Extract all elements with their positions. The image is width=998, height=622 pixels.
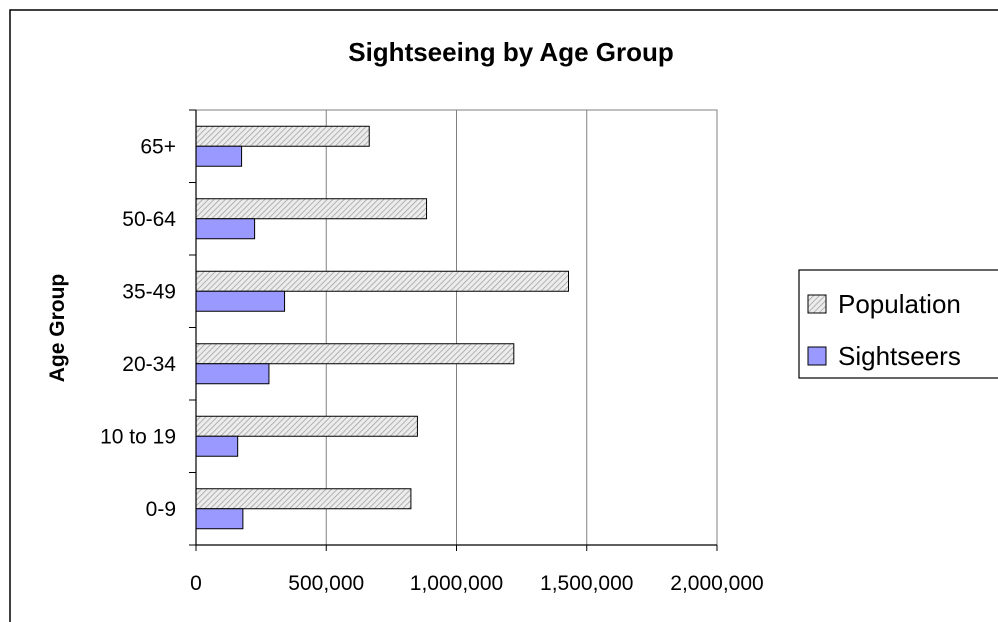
bar-population-50-64 (195, 198, 428, 220)
category-label: 0-9 (146, 498, 176, 521)
bar-population-65plus (195, 125, 370, 147)
legend-swatch-sightseers (807, 346, 827, 366)
bars (195, 125, 570, 530)
x-tick-label: 500,000 (288, 572, 364, 595)
x-tick-label: 0 (190, 572, 202, 595)
x-tick-label: 2,000,000 (670, 572, 763, 595)
bar-population-35-49 (195, 270, 570, 292)
bar-sightseers-35-49 (195, 290, 286, 312)
legend: Population Sightseers (798, 269, 998, 379)
x-tick-labels: 0 500,000 1,000,000 1,500,000 2,000,000 (190, 572, 764, 595)
bar-population-0-9 (195, 488, 412, 510)
bar-sightseers-50-64 (195, 218, 256, 240)
bar-sightseers-20-34 (195, 363, 270, 385)
x-tick-label: 1,500,000 (540, 572, 633, 595)
bar-population-20-34 (195, 343, 515, 365)
category-label: 10 to 19 (100, 425, 176, 448)
y-axis-title: Age Group (46, 274, 69, 383)
axes (189, 109, 718, 551)
x-tick-label: 1,000,000 (410, 572, 503, 595)
chart-title: Sightseeing by Age Group (348, 37, 674, 67)
legend-label-sightseers: Sightseers (838, 341, 961, 371)
category-label: 20-34 (122, 353, 176, 376)
bar-sightseers-10-to-19 (195, 435, 239, 457)
bar-population-10-to-19 (195, 415, 418, 437)
category-labels: 0-9 10 to 19 20-34 35-49 50-64 65+ (100, 135, 176, 521)
bar-sightseers-0-9 (195, 508, 244, 530)
grid-lines (325, 110, 588, 545)
legend-label-population: Population (838, 289, 961, 319)
legend-swatch-population (807, 294, 827, 314)
legend-box (798, 269, 998, 379)
category-label: 50-64 (122, 208, 176, 231)
bar-sightseers-65plus (195, 145, 243, 167)
category-label: 35-49 (122, 280, 176, 303)
category-label: 65+ (140, 135, 176, 158)
